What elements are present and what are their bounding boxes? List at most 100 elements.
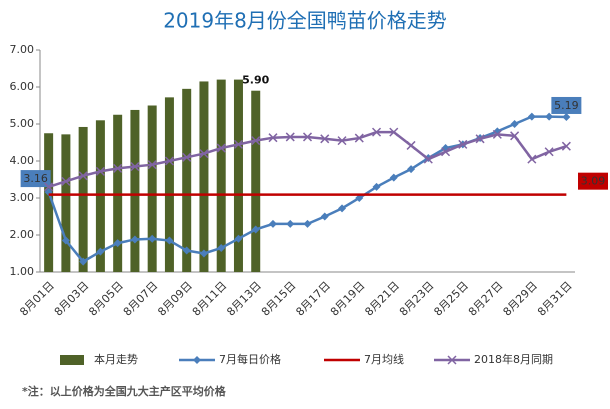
bar xyxy=(95,120,105,272)
point xyxy=(302,132,313,142)
point xyxy=(147,160,157,170)
bar xyxy=(78,126,88,273)
x-tick-label: 8月17日 xyxy=(293,279,333,319)
point xyxy=(182,246,191,255)
point xyxy=(233,139,243,149)
point xyxy=(492,129,502,139)
point xyxy=(320,212,329,221)
point xyxy=(268,133,278,143)
bar xyxy=(251,90,261,272)
bar xyxy=(182,88,192,272)
x-tick-label: 8月03日 xyxy=(52,279,92,319)
point xyxy=(389,127,399,137)
point xyxy=(44,182,54,192)
point xyxy=(61,236,70,245)
point xyxy=(251,225,260,234)
bar xyxy=(216,79,226,272)
point xyxy=(182,152,192,162)
point xyxy=(406,140,416,150)
x-tick-label: 8月09日 xyxy=(155,279,195,319)
x-tick-label: 8月05日 xyxy=(86,279,126,319)
point xyxy=(475,134,485,144)
x-tick-label: 8月31日 xyxy=(535,279,575,319)
chart-title: 2019年8月份全国鸭苗价格走势 xyxy=(163,9,447,33)
data-label-box xyxy=(578,172,608,190)
y-tick-label: 4.00 xyxy=(10,154,35,167)
point xyxy=(113,239,122,248)
y-tick-label: 1.00 xyxy=(10,265,35,278)
point xyxy=(217,243,226,252)
data-label-box xyxy=(551,96,582,114)
legend-label: 7月均线 xyxy=(364,352,404,366)
point xyxy=(78,171,88,181)
point xyxy=(337,136,347,146)
x-tick-label: 8月19日 xyxy=(328,279,368,319)
point xyxy=(268,219,277,228)
point xyxy=(165,236,174,245)
point xyxy=(510,120,519,128)
point xyxy=(510,131,520,141)
point xyxy=(61,176,71,186)
data-label: 5.19 xyxy=(554,99,579,112)
point xyxy=(164,156,174,166)
line xyxy=(47,115,567,264)
data-label: 3.16 xyxy=(23,172,48,185)
bar xyxy=(164,97,174,272)
point xyxy=(113,163,123,173)
bar xyxy=(199,81,209,272)
point xyxy=(251,136,261,146)
x-tick-label: 8月07日 xyxy=(121,279,161,319)
line xyxy=(48,130,567,189)
point xyxy=(130,235,139,244)
legend-marker xyxy=(193,356,201,364)
point xyxy=(286,219,295,228)
point xyxy=(527,112,536,121)
point xyxy=(389,173,398,182)
y-tick-label: 3.00 xyxy=(10,191,35,204)
point xyxy=(372,182,381,191)
point xyxy=(354,133,364,143)
legend-label: 2018年8月同期 xyxy=(474,352,553,366)
point xyxy=(148,234,157,243)
x-tick-label: 8月29日 xyxy=(500,279,540,319)
y-tick-label: 7.00 xyxy=(10,43,35,56)
point xyxy=(285,132,295,142)
footnote: *注：以上价格为全国九大主产区平均价格 xyxy=(22,384,227,398)
point xyxy=(96,247,105,256)
bar xyxy=(113,114,123,272)
point xyxy=(355,194,364,202)
y-tick-label: 5.00 xyxy=(10,117,35,130)
point xyxy=(95,166,105,176)
point xyxy=(527,154,537,164)
point xyxy=(303,219,312,228)
x-tick-label: 8月01日 xyxy=(17,279,57,319)
point xyxy=(423,154,433,164)
bar xyxy=(61,134,71,272)
point xyxy=(199,149,209,159)
bar xyxy=(130,109,140,272)
point xyxy=(372,127,382,137)
x-tick-label: 8月23日 xyxy=(397,279,437,319)
bar xyxy=(147,105,157,272)
point xyxy=(338,204,347,213)
point xyxy=(130,162,140,172)
point xyxy=(216,143,226,153)
x-tick-label: 8月25日 xyxy=(431,279,471,319)
point xyxy=(320,134,330,144)
data-label-box xyxy=(20,170,51,188)
point xyxy=(441,147,451,157)
point xyxy=(199,249,208,258)
legend-label: 7月每日价格 xyxy=(219,352,281,366)
x-tick-label: 8月21日 xyxy=(362,279,402,319)
point xyxy=(561,141,571,151)
point xyxy=(234,234,243,243)
x-tick-label: 8月27日 xyxy=(466,279,506,319)
legend-marker xyxy=(447,355,457,365)
y-tick-label: 6.00 xyxy=(10,80,35,93)
point xyxy=(407,165,416,174)
point xyxy=(544,147,554,157)
bar xyxy=(233,79,243,272)
point xyxy=(79,257,88,266)
point xyxy=(562,112,571,121)
